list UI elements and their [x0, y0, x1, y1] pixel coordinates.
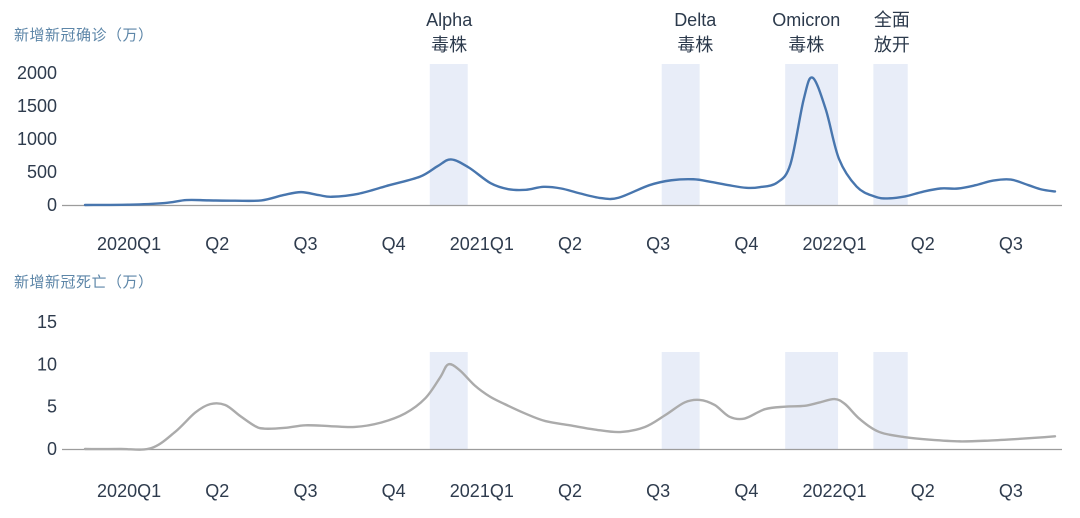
- annotation-delta-variant: Delta 毒株: [674, 8, 716, 58]
- y-tick-label: 10: [37, 354, 57, 374]
- x-tick-label: Q3: [293, 234, 317, 254]
- y-tick-label: 15: [37, 312, 57, 332]
- annotation-line: Alpha: [426, 10, 473, 30]
- x-tick-label: 2022Q1: [803, 234, 867, 254]
- annotation-line: 毒株: [677, 35, 714, 55]
- deaths-line: [83, 362, 1057, 451]
- x-tick-label: 2020Q1: [97, 234, 161, 254]
- y-tick-label: 1500: [17, 96, 57, 116]
- deaths-chart-title: 新增新冠死亡（万）: [14, 274, 154, 291]
- x-tick-label: Q3: [646, 481, 670, 501]
- x-tick-label: Q2: [911, 234, 935, 254]
- x-tick-label: 2022Q1: [803, 481, 867, 501]
- annotation-line: 毒株: [431, 35, 468, 55]
- highlight-band: [785, 64, 839, 205]
- confirmed-line: [83, 76, 1057, 207]
- y-tick-label: 0: [47, 439, 57, 459]
- annotation-line: 放开: [873, 35, 910, 55]
- x-tick-label: Q4: [382, 481, 406, 501]
- x-tick-label: Q2: [205, 234, 229, 254]
- annotation-alpha-variant: Alpha 毒株: [426, 8, 472, 58]
- y-tick-label: 0: [47, 195, 57, 215]
- annotation-omicron-variant: Omicron 毒株: [772, 8, 840, 58]
- annotation-line: Delta: [674, 10, 717, 30]
- x-tick-label: 2021Q1: [450, 234, 514, 254]
- x-tick-label: Q3: [293, 481, 317, 501]
- y-tick-label: 500: [27, 162, 57, 182]
- x-tick-label: Q2: [205, 481, 229, 501]
- x-tick-label: 2020Q1: [97, 481, 161, 501]
- x-tick-label: Q3: [999, 234, 1023, 254]
- confirmed-chart-title: 新增新冠确诊（万）: [14, 27, 154, 44]
- y-tick-label: 2000: [17, 63, 57, 83]
- highlight-band: [429, 352, 468, 449]
- x-tick-label: Q2: [558, 481, 582, 501]
- x-tick-label: Q4: [734, 234, 758, 254]
- highlight-band: [661, 64, 700, 205]
- annotation-line: 全面: [873, 10, 910, 30]
- highlight-band: [429, 64, 468, 205]
- x-tick-label: Q2: [558, 234, 582, 254]
- x-tick-label: Q4: [734, 481, 758, 501]
- annotation-line: 毒株: [788, 35, 825, 55]
- y-tick-label: 5: [47, 397, 57, 417]
- x-tick-label: Q3: [999, 481, 1023, 501]
- x-tick-label: 2021Q1: [450, 481, 514, 501]
- x-tick-label: Q4: [382, 234, 406, 254]
- x-tick-label: Q3: [646, 234, 670, 254]
- y-tick-label: 1000: [17, 129, 57, 149]
- annotation-full-reopening: 全面 放开: [874, 8, 910, 58]
- x-tick-label: Q2: [911, 481, 935, 501]
- highlight-band: [873, 64, 908, 205]
- annotation-line: Omicron: [772, 10, 841, 30]
